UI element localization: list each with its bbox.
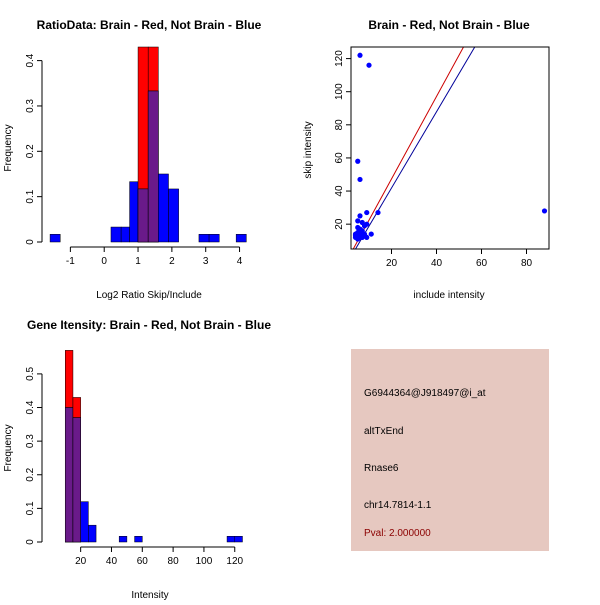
gene-bar-blue-5 [134, 536, 143, 543]
scatter-title: Brain - Red, Not Brain - Blue [368, 18, 530, 32]
gene-bar-blue-4 [118, 536, 128, 543]
scatter-y-tick-label-5: 120 [334, 50, 345, 67]
scatter-plot: Brain - Red, Not Brain - Blue include in… [303, 18, 550, 301]
gene-y-tick-label-2: 0.2 [25, 467, 36, 481]
scatter-y-tick-label-0: 20 [334, 218, 345, 230]
info-probe-id: G6944364@J918497@i_at [364, 388, 486, 399]
info-panel-background [351, 349, 549, 551]
gene-x-tick-label-0: 20 [75, 556, 87, 567]
scatter-point-5 [375, 209, 381, 216]
ratio-ylabel: Frequency [3, 124, 14, 171]
ratio-bar-blue-10 [235, 234, 247, 243]
ratio-bar-blue-2 [120, 226, 130, 243]
ratio-x-tick-label-3: 2 [169, 256, 175, 267]
ratio-x-tick-label-1: 0 [101, 256, 107, 267]
ratio-bar-blue-1 [110, 226, 122, 243]
scatter-plot-area [352, 47, 548, 249]
scatter-y-tick-label-3: 80 [334, 119, 345, 131]
scatter-x-tick-label-0: 20 [386, 258, 398, 269]
gene-title: Gene Itensity: Brain - Red, Not Brain - … [27, 318, 271, 332]
ratio-bar-blue-7 [168, 188, 179, 243]
scatter-point-19 [368, 231, 374, 237]
scatter-x-tick-label-1: 40 [431, 258, 443, 269]
scatter-point-2 [355, 158, 361, 164]
info-gene-name: Rnase6 [364, 463, 399, 474]
scatter-ylabel: skip intensity [303, 121, 314, 178]
gene-histogram: Gene Itensity: Brain - Red, Not Brain - … [3, 318, 271, 601]
gene-x-tick-label-1: 40 [106, 556, 118, 567]
gene-x-tick-label-3: 80 [168, 556, 180, 567]
ratio-y-tick-label-4: 0.4 [25, 53, 36, 67]
gene-x-tick-label-2: 60 [137, 556, 149, 567]
scatter-fit-line-red [352, 47, 464, 249]
scatter-point-4 [541, 208, 548, 214]
gene-y-tick-label-3: 0.3 [25, 434, 36, 448]
gene-bar-blue-6 [226, 536, 236, 543]
gene-xlabel: Intensity [131, 590, 168, 600]
gene-bar-overlap-0 [64, 407, 74, 543]
ratio-x-tick-label-0: -1 [66, 256, 75, 267]
info-location: chr14.7814-1.1 [364, 500, 432, 511]
scatter-y-tick-label-1: 40 [334, 185, 345, 197]
ratio-bar-blue-9 [208, 234, 220, 243]
scatter-xlabel: include intensity [413, 290, 484, 301]
gene-x-tick-label-4: 100 [196, 556, 213, 567]
scatter-point-0 [357, 52, 363, 58]
gene-bar-blue-3 [88, 524, 97, 543]
scatter-point-26 [355, 236, 361, 242]
ratio-x-tick-label-5: 4 [237, 256, 243, 267]
info-pval: Pval: 2.000000 [364, 528, 431, 539]
scatter-point-11 [361, 223, 368, 229]
gene-y-tick-label-0: 0 [25, 539, 36, 545]
ratio-x-tick-label-4: 3 [203, 256, 209, 267]
scatter-frame [350, 46, 550, 250]
scatter-point-1 [366, 62, 372, 68]
scatter-point-24 [364, 234, 370, 241]
ratio-bar-blue-0 [49, 234, 61, 243]
gene-x-tick-label-5: 120 [226, 556, 243, 567]
gene-bar-blue-7 [234, 536, 243, 543]
ratio-bar-blue-6 [158, 173, 169, 243]
ratio-y-tick-label-3: 0.3 [25, 99, 36, 113]
gene-y-tick-label-5: 0.5 [25, 367, 36, 381]
ratio-bar-overlap-4 [137, 188, 149, 243]
gene-bar-blue-2 [80, 501, 89, 543]
ratio-title: RatioData: Brain - Red, Not Brain - Blue [37, 18, 262, 32]
scatter-y-tick-label-4: 100 [334, 83, 345, 100]
info-event-type: altTxEnd [364, 426, 403, 437]
gene-ylabel: Frequency [3, 424, 14, 471]
scatter-fit-line-blue [355, 47, 476, 249]
gene-y-tick-label-1: 0.1 [25, 501, 36, 515]
scatter-point-6 [364, 209, 370, 216]
scatter-x-tick-label-3: 80 [521, 258, 533, 269]
scatter-y-tick-label-2: 60 [334, 152, 345, 164]
gene-bar-overlap-1 [72, 417, 81, 543]
ratio-y-tick-label-2: 0.2 [25, 144, 36, 158]
info-panel: G6944364@J918497@i_at altTxEnd Rnase6 ch… [351, 349, 549, 551]
ratio-bar-blue-8 [198, 234, 210, 243]
gene-y-tick-label-4: 0.4 [25, 400, 36, 414]
scatter-point-7 [357, 213, 363, 219]
ratio-y-tick-label-0: 0 [25, 239, 36, 245]
ratio-bar-blue-3 [129, 181, 139, 243]
scatter-point-8 [355, 218, 361, 224]
scatter-point-3 [357, 176, 363, 183]
ratio-x-tick-label-2: 1 [135, 256, 141, 267]
ratio-histogram: RatioData: Brain - Red, Not Brain - Blue… [3, 18, 262, 301]
ratio-y-tick-label-1: 0.1 [25, 189, 36, 203]
ratio-bar-overlap-5 [147, 90, 159, 243]
ratio-xlabel: Log2 Ratio Skip/Include [96, 290, 202, 301]
scatter-x-tick-label-2: 60 [476, 258, 488, 269]
